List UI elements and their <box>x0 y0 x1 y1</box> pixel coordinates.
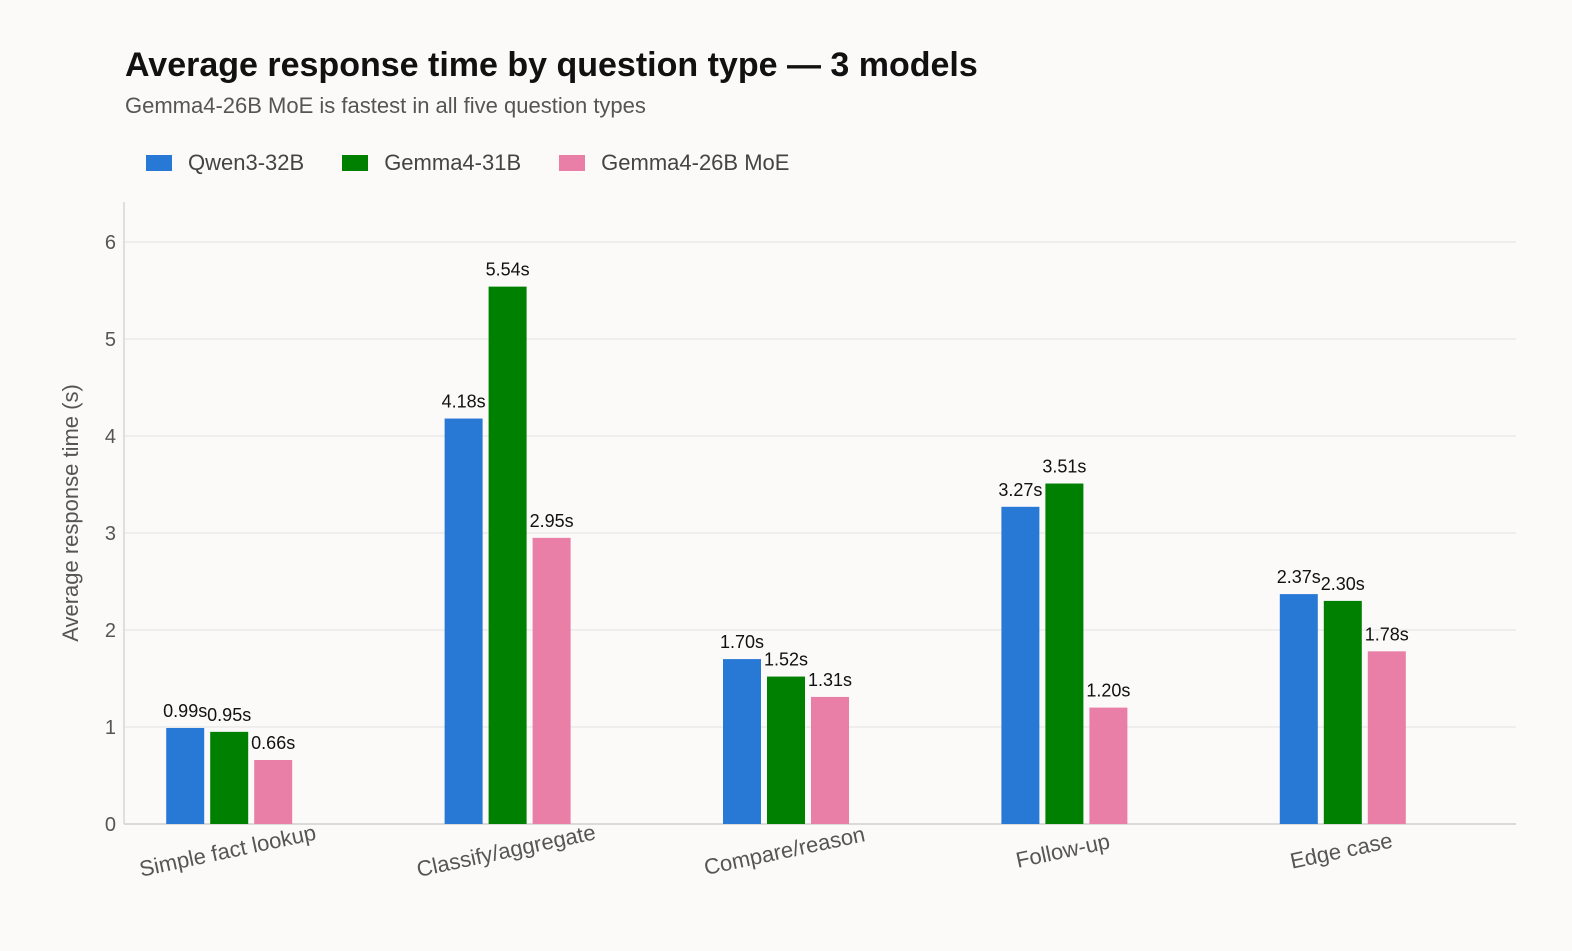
bar-compare-reason-gemma4-26b-moe <box>811 696 849 824</box>
value-label-classify-aggregate-qwen3-32b: 4.18s <box>442 392 486 412</box>
y-tick-label-4: 4 <box>105 426 116 448</box>
y-tick-label-3: 3 <box>105 523 116 545</box>
bar-edge-case-qwen3-32b <box>1279 594 1318 824</box>
bar-classify-aggregate-gemma4-31b <box>488 286 527 824</box>
category-label-classify-aggregate: Classify/aggregate <box>414 819 597 881</box>
bar-edge-case-gemma4-31b <box>1323 600 1362 824</box>
value-label-simple-fact-lookup-qwen3-32b: 0.99s <box>163 701 207 721</box>
y-tick-label-2: 2 <box>105 620 116 642</box>
y-tick-label-5: 5 <box>105 329 116 351</box>
legend-label-gemma4-26b-moe: Gemma4-26B MoE <box>601 150 790 175</box>
bar-follow-up-gemma4-31b <box>1045 483 1084 824</box>
legend-label-gemma4-31b: Gemma4-31B <box>384 150 522 175</box>
category-label-edge-case: Edge case <box>1288 828 1395 874</box>
bar-edge-case-gemma4-26b-moe <box>1367 651 1406 824</box>
legend-item-gemma4-31b: Gemma4-31B <box>342 150 521 176</box>
bar-simple-fact-lookup-gemma4-31b <box>210 731 249 824</box>
category-label-follow-up: Follow-up <box>1014 829 1112 873</box>
bar-classify-aggregate-gemma4-26b-moe <box>532 537 571 824</box>
value-label-compare-reason-qwen3-32b: 1.70s <box>720 632 764 652</box>
legend-label-qwen3-32b: Qwen3-32B <box>188 150 305 175</box>
bar-compare-reason-gemma4-31b <box>767 676 805 824</box>
bar-compare-reason-qwen3-32b <box>723 659 761 824</box>
y-axis-label: Average response time (s) <box>58 384 83 642</box>
y-tick-label-6: 6 <box>105 232 116 254</box>
bar-simple-fact-lookup-qwen3-32b <box>166 727 205 824</box>
value-label-classify-aggregate-gemma4-31b: 5.54s <box>486 260 530 280</box>
y-tick-labels: 0 1 2 3 4 5 6 <box>105 232 116 836</box>
value-label-simple-fact-lookup-gemma4-26b-moe: 0.66s <box>251 733 295 753</box>
bar-simple-fact-lookup-gemma4-26b-moe <box>254 759 293 824</box>
value-label-follow-up-gemma4-31b: 3.51s <box>1042 457 1086 477</box>
legend: Qwen3-32B Gemma4-31B Gemma4-26B MoE <box>146 150 827 176</box>
y-tick-label-1: 1 <box>105 717 116 739</box>
bar-classify-aggregate-qwen3-32b <box>444 418 483 824</box>
legend-item-qwen3-32b: Qwen3-32B <box>146 150 304 176</box>
value-label-follow-up-gemma4-26b-moe: 1.20s <box>1086 681 1130 701</box>
value-label-simple-fact-lookup-gemma4-31b: 0.95s <box>207 705 251 725</box>
bar-follow-up-qwen3-32b <box>1001 506 1040 824</box>
value-label-classify-aggregate-gemma4-26b-moe: 2.95s <box>530 511 574 531</box>
chart-subtitle: Gemma4-26B MoE is fastest in all five qu… <box>125 93 646 118</box>
category-label-compare-reason: Compare/reason <box>702 821 867 880</box>
bar-follow-up-gemma4-26b-moe <box>1089 707 1128 824</box>
value-label-edge-case-qwen3-32b: 2.37s <box>1277 567 1321 587</box>
y-tick-label-0: 0 <box>105 814 116 836</box>
value-label-compare-reason-gemma4-31b: 1.52s <box>764 650 808 670</box>
value-label-compare-reason-gemma4-26b-moe: 1.31s <box>808 670 852 690</box>
value-label-edge-case-gemma4-26b-moe: 1.78s <box>1365 624 1409 644</box>
category-labels: Simple fact lookup Classify/aggregate Comp… <box>137 819 1395 881</box>
legend-swatch-gemma4-31b <box>342 155 369 171</box>
legend-swatch-qwen3-32b <box>146 155 172 171</box>
bars <box>166 286 1406 824</box>
value-label-follow-up-qwen3-32b: 3.27s <box>998 480 1042 500</box>
legend-item-gemma4-26b-moe: Gemma4-26B MoE <box>559 150 789 176</box>
chart-title: Average response time by question type —… <box>125 46 978 84</box>
value-label-edge-case-gemma4-31b: 2.30s <box>1321 574 1365 594</box>
legend-swatch-gemma4-26b-moe <box>559 155 586 171</box>
category-label-simple-fact-lookup: Simple fact lookup <box>137 820 318 882</box>
